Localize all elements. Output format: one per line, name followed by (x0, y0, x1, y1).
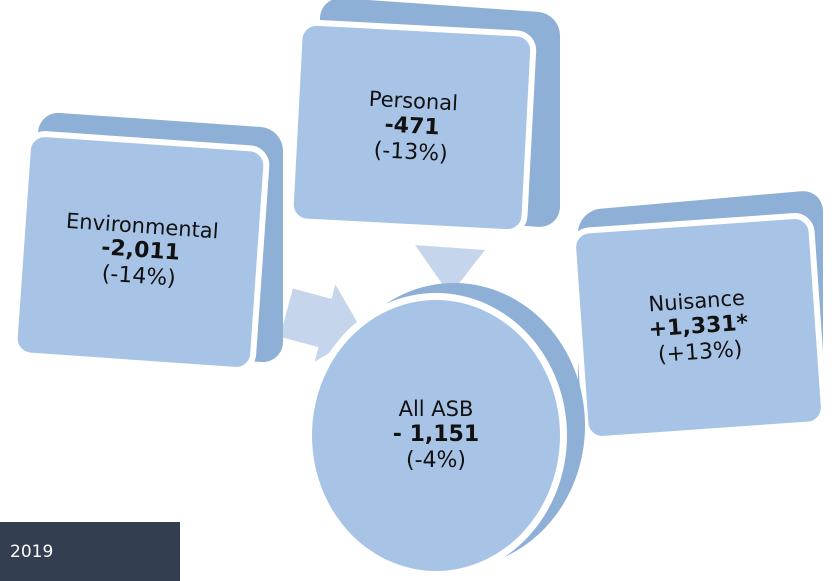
all-asb-circle: All ASB - 1,151 (-4%) (305, 283, 595, 578)
personal-label: Personal (368, 86, 459, 116)
environmental-box: Environmental -2,011 (-14%) (10, 111, 286, 375)
personal-box: Personal -471 (-13%) (286, 0, 560, 237)
environmental-percent: (-14%) (100, 261, 177, 292)
all-asb-value: - 1,151 (392, 421, 480, 447)
arrow-from-personal (415, 245, 485, 295)
personal-percent: (-13%) (373, 137, 449, 167)
all-asb-label: All ASB (398, 396, 474, 421)
year-label: 2019 (10, 541, 54, 562)
year-bar: 2019 (0, 522, 180, 581)
personal-value: -471 (383, 112, 441, 141)
nuisance-percent: (+13%) (657, 336, 744, 368)
all-asb-percent: (-4%) (405, 448, 466, 474)
nuisance-box: Nuisance +1,331* (+13%) (566, 189, 829, 444)
